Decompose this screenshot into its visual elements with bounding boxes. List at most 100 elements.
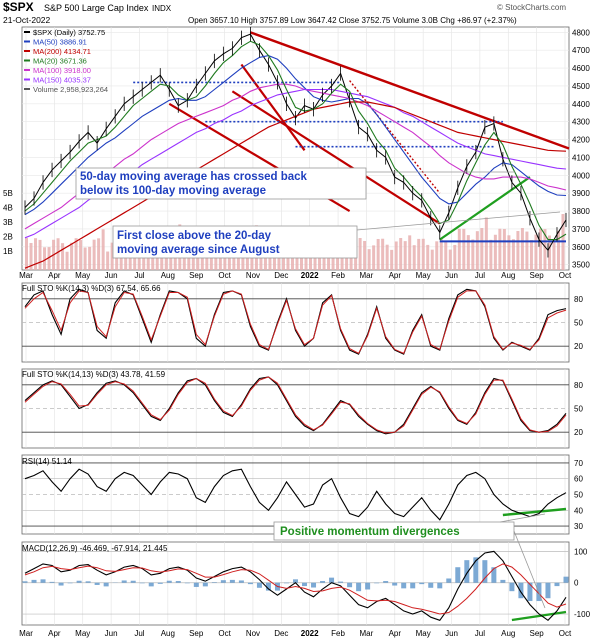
volume-bar (502, 228, 506, 270)
indicator-tick-label: 30 (574, 522, 583, 531)
indicator-tick-label: 50 (574, 491, 583, 500)
ma-cross-text-2: below its 100-day moving average (80, 185, 266, 197)
volume-bar (552, 238, 556, 270)
volume-bar (227, 250, 231, 270)
sto1-title: Full STO %K(14,3) %D(3) 67.54, 65.66 (22, 284, 161, 293)
legend-entry: Volume 2,958,923,264 (33, 85, 108, 94)
symbol: $SPX (3, 0, 34, 14)
indicator-tick-label: 50 (574, 319, 583, 328)
volume-bar (516, 231, 520, 270)
x-tick-label: Sep (189, 271, 204, 280)
x-tick-label: Oct (218, 271, 231, 280)
price-tick-label: 4300 (572, 118, 590, 127)
macd-histogram-bar (76, 580, 82, 583)
volume-bar (498, 228, 502, 270)
macd-histogram-bar (491, 567, 497, 583)
macd-histogram-bar (166, 580, 172, 583)
x-tick-label: Apr (48, 271, 61, 280)
volume-bar (538, 228, 542, 270)
indicator-tick-label: 40 (574, 506, 583, 515)
x-tick-label: May (416, 271, 431, 280)
macd-histogram-bar (229, 579, 235, 583)
indicator-tick-label: 60 (574, 475, 583, 484)
macd-histogram-bar (130, 580, 136, 583)
x-tick-label: Apr (48, 629, 61, 638)
macd-histogram-bar (94, 582, 100, 585)
volume-bar (421, 238, 425, 270)
close-text-2: moving average since August (117, 244, 280, 256)
macd-histogram-bar (401, 582, 407, 589)
rsi-series-1 (24, 468, 567, 521)
macd-histogram-bar (283, 582, 289, 584)
x-tick-label: 2022 (301, 629, 319, 638)
volume-bar (439, 238, 443, 270)
volume-bar (534, 234, 538, 270)
volume-bar (88, 246, 92, 270)
macd-histogram-bar (85, 581, 91, 583)
volume-bar (358, 238, 362, 270)
x-tick-label: Jul (134, 629, 144, 638)
x-tick-label: Aug (501, 629, 515, 638)
volume-bar (79, 240, 83, 270)
sto2-series-1 (24, 376, 567, 435)
macd-histogram-bar (410, 582, 416, 589)
volume-tick-label: 3B (3, 218, 13, 227)
indicator-tick-label: -100 (574, 610, 591, 619)
macd-histogram-bar (374, 582, 380, 584)
macd-histogram-bar (220, 580, 226, 583)
price-tick-label: 4700 (572, 46, 590, 55)
volume-bar (372, 245, 376, 270)
rsi-title: RSI(14) 51.14 (22, 457, 72, 466)
volume-bar (56, 238, 60, 270)
volume-bar (525, 231, 529, 270)
volume-bar (43, 247, 47, 270)
volume-bar (547, 235, 551, 270)
chart-date: 21-Oct-2022 (3, 15, 51, 25)
macd-histogram-bar (356, 582, 362, 592)
macd-histogram-bar (545, 582, 551, 599)
volume-bar (25, 238, 28, 270)
volume-bar (110, 242, 114, 270)
macd-histogram-bar (58, 582, 64, 586)
volume-bar (556, 230, 560, 270)
series-ma50 (24, 55, 567, 216)
exchange: INDX (152, 4, 172, 13)
legend-entry: MA(200) 4134.71 (33, 47, 91, 56)
macd-histogram-bar (293, 579, 298, 583)
macd-histogram-bar (473, 557, 479, 583)
inner-trendline-1 (240, 63, 306, 151)
volume-bar (453, 244, 457, 270)
macd-histogram-bar (103, 582, 109, 587)
macd-title: MACD(12,26,9) -46.469, -67.914, 21.445 (22, 544, 168, 553)
volume-bar (408, 235, 412, 270)
price-tick-label: 3700 (572, 225, 590, 234)
x-tick-label: May (416, 629, 431, 638)
divergence-annotation: Positive momentum divergences (273, 513, 546, 609)
sto1-series-2 (24, 290, 567, 354)
volume-bar (205, 248, 209, 270)
price-tick-label: 3500 (572, 261, 590, 270)
macd-histogram-bar (311, 582, 317, 588)
x-tick-label: Sep (530, 629, 545, 638)
close-annotation: First close above the 20-day moving aver… (112, 211, 561, 259)
price-tick-label: 3900 (572, 189, 590, 198)
price-tick-label: 4800 (572, 28, 590, 37)
indicator-tick-label: 70 (574, 459, 583, 468)
volume-bar (61, 243, 65, 270)
macd-histogram-bar (302, 582, 308, 587)
volume-bar (390, 249, 394, 270)
x-tick-label: May (75, 271, 90, 280)
x-tick-label: Dec (274, 271, 288, 280)
x-tick-label: Apr (389, 629, 402, 638)
x-tick-label: Feb (331, 629, 345, 638)
macd-histogram-bar (247, 582, 253, 585)
volume-bar (462, 228, 466, 270)
macd-histogram-bar (455, 567, 461, 583)
price-tick-label: 4400 (572, 100, 590, 109)
x-tick-label: Jun (445, 271, 458, 280)
volume-bar (394, 241, 398, 270)
volume-bar (327, 248, 331, 270)
volume-bar (286, 248, 290, 270)
